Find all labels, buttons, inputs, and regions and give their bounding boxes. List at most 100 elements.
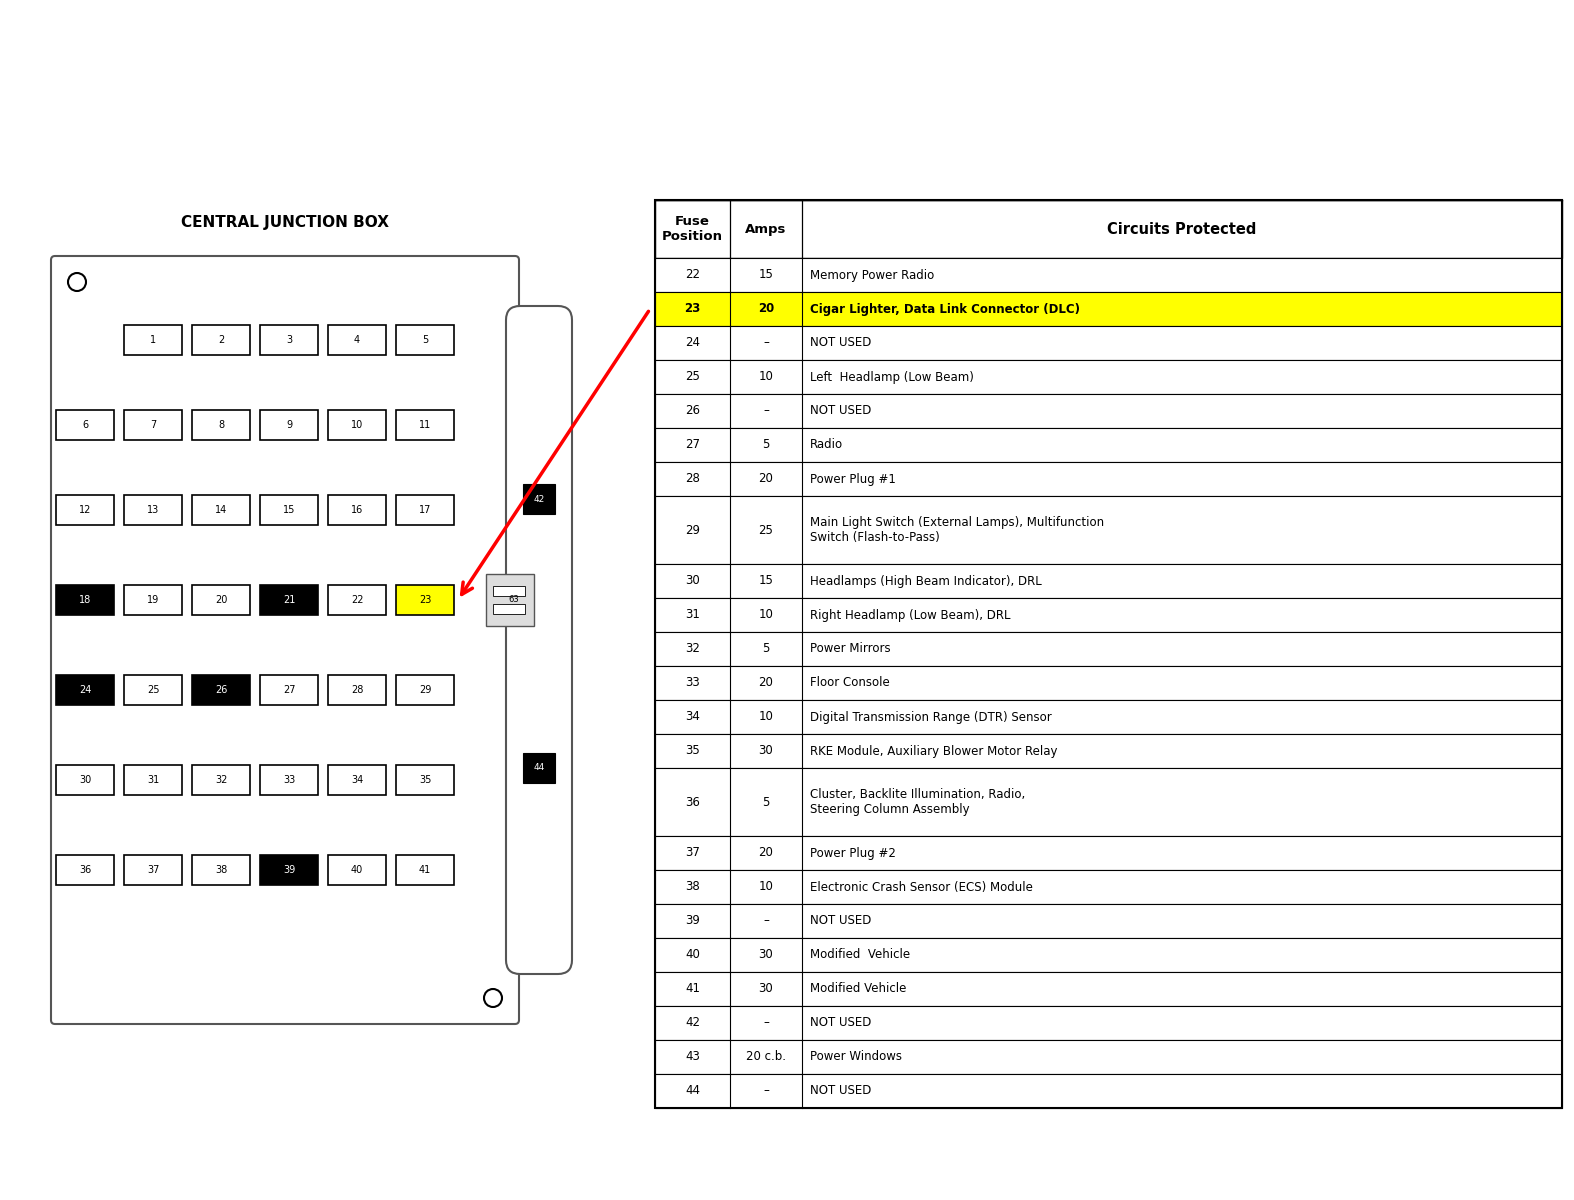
Bar (655, 200, 1561, 1108)
Text: –: – (763, 1085, 770, 1098)
Text: 27: 27 (283, 685, 296, 695)
Text: 15: 15 (283, 505, 296, 515)
Text: 7: 7 (150, 420, 156, 430)
Text: 20: 20 (759, 473, 773, 486)
Bar (655, 598, 1561, 632)
Text: 20: 20 (759, 846, 773, 859)
Bar (655, 836, 1561, 870)
Text: 10: 10 (351, 420, 364, 430)
Bar (655, 632, 1561, 666)
Text: 22: 22 (351, 595, 364, 605)
Text: 33: 33 (685, 677, 700, 690)
FancyBboxPatch shape (124, 494, 183, 526)
Text: NOT USED: NOT USED (811, 404, 872, 418)
FancyBboxPatch shape (124, 674, 183, 704)
Text: 30: 30 (759, 983, 773, 996)
Text: –: – (763, 404, 770, 418)
Text: 43: 43 (685, 1050, 700, 1063)
FancyBboxPatch shape (327, 854, 386, 886)
Text: 40: 40 (685, 948, 700, 961)
FancyBboxPatch shape (192, 584, 250, 614)
FancyBboxPatch shape (327, 674, 386, 704)
Text: 44: 44 (685, 1085, 700, 1098)
Bar (655, 768, 1561, 836)
FancyBboxPatch shape (192, 854, 250, 886)
Text: 28: 28 (685, 473, 700, 486)
FancyBboxPatch shape (505, 306, 571, 974)
Bar (655, 292, 1561, 326)
Bar (655, 496, 1561, 564)
FancyBboxPatch shape (192, 325, 250, 355)
FancyBboxPatch shape (327, 325, 386, 355)
Text: 34: 34 (351, 775, 364, 785)
Text: 10: 10 (759, 710, 773, 724)
FancyBboxPatch shape (124, 766, 183, 794)
Text: 2001 E-SERIES: 2001 E-SERIES (13, 127, 104, 137)
FancyBboxPatch shape (260, 854, 318, 886)
Text: 5: 5 (762, 642, 770, 655)
Text: 35: 35 (419, 775, 431, 785)
FancyBboxPatch shape (260, 584, 318, 614)
Bar (655, 734, 1561, 768)
Text: Power Plug #2: Power Plug #2 (811, 846, 896, 859)
Text: 25: 25 (146, 685, 159, 695)
Text: NOT USED: NOT USED (811, 914, 872, 928)
Text: NOT USED: NOT USED (811, 1016, 872, 1030)
Text: 30: 30 (685, 575, 700, 588)
Text: 19: 19 (146, 595, 159, 605)
Text: Main Light Switch (External Lamps), Multifunction
Switch (Flash-to-Pass): Main Light Switch (External Lamps), Mult… (811, 516, 1103, 544)
FancyBboxPatch shape (57, 584, 113, 614)
Text: 44: 44 (534, 763, 545, 773)
Text: 33: 33 (283, 775, 296, 785)
Bar (655, 700, 1561, 734)
Text: 31: 31 (146, 775, 159, 785)
Text: 63: 63 (508, 595, 519, 605)
FancyBboxPatch shape (397, 766, 453, 794)
Text: 5: 5 (762, 438, 770, 451)
Text: 23: 23 (419, 595, 431, 605)
FancyBboxPatch shape (192, 494, 250, 526)
Text: 42: 42 (685, 1016, 700, 1030)
Text: 29: 29 (685, 523, 700, 536)
Text: 17: 17 (419, 505, 431, 515)
Text: 39: 39 (685, 914, 700, 928)
FancyBboxPatch shape (260, 410, 318, 440)
FancyBboxPatch shape (57, 766, 113, 794)
Text: 36: 36 (685, 796, 700, 809)
Text: 20: 20 (214, 595, 227, 605)
Text: 41: 41 (419, 865, 431, 875)
Text: 37: 37 (146, 865, 159, 875)
FancyBboxPatch shape (397, 410, 453, 440)
Text: 32: 32 (685, 642, 700, 655)
Text: 26: 26 (685, 404, 700, 418)
Text: 38: 38 (685, 881, 700, 894)
FancyBboxPatch shape (57, 410, 113, 440)
Text: 20: 20 (759, 677, 773, 690)
Bar (655, 1040, 1561, 1074)
Text: 30: 30 (79, 775, 91, 785)
Text: 29: 29 (419, 685, 431, 695)
FancyBboxPatch shape (124, 584, 183, 614)
Text: RKE Module, Auxiliary Blower Motor Relay: RKE Module, Auxiliary Blower Motor Relay (811, 744, 1058, 757)
Text: Cluster, Backlite Illumination, Radio,
Steering Column Assembly: Cluster, Backlite Illumination, Radio, S… (811, 788, 1025, 816)
Text: 24: 24 (685, 336, 700, 349)
FancyBboxPatch shape (192, 410, 250, 440)
Text: Modified  Vehicle: Modified Vehicle (811, 948, 910, 961)
Text: 37: 37 (685, 846, 700, 859)
Text: –: – (763, 914, 770, 928)
Text: 32: 32 (214, 775, 227, 785)
Text: 1: 1 (150, 335, 156, 346)
Text: 2: 2 (217, 335, 224, 346)
Text: 31: 31 (685, 608, 700, 622)
FancyBboxPatch shape (397, 674, 453, 704)
Text: 4: 4 (354, 335, 360, 346)
Text: 10: 10 (759, 371, 773, 384)
Text: 10: 10 (759, 881, 773, 894)
Text: 42: 42 (534, 494, 545, 504)
Text: 30: 30 (759, 948, 773, 961)
Text: 9: 9 (286, 420, 293, 430)
Text: 28: 28 (351, 685, 364, 695)
FancyBboxPatch shape (192, 674, 250, 704)
FancyBboxPatch shape (397, 494, 453, 526)
Text: 5: 5 (422, 335, 428, 346)
